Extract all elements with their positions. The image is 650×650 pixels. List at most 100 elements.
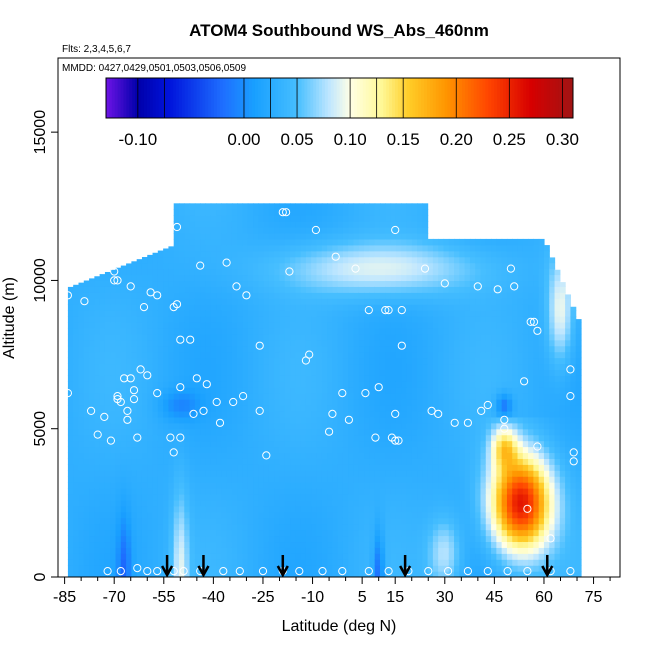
heatmap-cell [179,357,185,365]
heatmap-cell [295,517,302,525]
heatmap-cell [94,404,101,412]
heatmap-cell [379,393,386,400]
heatmap-cell [115,339,122,347]
heatmap-cell [395,452,402,459]
heatmap-cell [506,541,513,548]
heatmap-cell [152,280,159,287]
heatmap-cell [395,511,402,519]
heatmap-cell [432,428,439,436]
heatmap-cell [126,476,132,483]
heatmap-cell [454,488,460,495]
heatmap-cell [417,381,423,388]
heatmap-cell [279,310,286,317]
heatmap-cell [337,547,344,554]
heatmap-cell [374,434,381,442]
heatmap-cell [168,387,175,394]
heatmap-cell [406,404,413,412]
heatmap-cell [226,523,233,531]
heatmap-cell [263,274,270,282]
heatmap-cell [168,488,175,495]
heatmap-cell [491,410,497,418]
heatmap-cell [305,333,312,341]
heatmap-cell [253,440,259,448]
heatmap-cell [480,493,487,501]
heatmap-cell [321,333,328,341]
heatmap-cell [342,416,349,424]
heatmap-cell [152,511,159,519]
heatmap-cell [337,363,344,370]
heatmap-cell [342,565,349,572]
heatmap-cell [358,410,365,418]
heatmap-cell [422,292,429,299]
heatmap-cell [115,316,122,323]
heatmap-cell [358,256,365,264]
heatmap-cell [390,529,397,537]
heatmap-cell [496,404,503,412]
heatmap-cell [131,464,138,471]
heatmap-cell [305,488,312,495]
heatmap-cell [194,321,201,329]
heatmap-cell [247,357,254,365]
heatmap-cell [385,393,392,400]
heatmap-cell [422,339,429,347]
heatmap-cell [147,440,154,448]
heatmap-cell [501,351,508,359]
heatmap-cell [184,410,191,418]
heatmap-cell [67,345,74,353]
heatmap-cell [443,410,450,418]
heatmap-cell [300,482,307,489]
heatmap-cell [464,517,471,525]
heatmap-cell [491,482,497,489]
heatmap-cell [358,422,365,430]
heatmap-cell [438,464,445,471]
heatmap-cell [274,262,281,270]
heatmap-cell [364,523,371,531]
heatmap-cell [168,316,175,323]
heatmap-cell [321,541,328,548]
heatmap-cell [316,209,323,216]
heatmap-cell [247,256,254,264]
heatmap-cell [327,262,333,270]
heatmap-cell [374,363,381,370]
heatmap-cell [342,351,349,359]
heatmap-cell [332,274,339,282]
heatmap-cell [179,363,185,370]
heatmap-cell [131,488,138,495]
heatmap-cell [337,280,344,287]
heatmap-cell [364,517,371,525]
heatmap-cell [348,292,355,299]
heatmap-cell [126,428,132,436]
heatmap-cell [168,404,175,412]
heatmap-cell [226,422,233,430]
heatmap-cell [205,227,212,234]
heatmap-cell [316,505,323,513]
heatmap-cell [126,499,132,507]
heatmap-cell [73,559,80,566]
heatmap-cell [89,304,95,311]
heatmap-cell [305,452,312,459]
heatmap-cell [179,499,185,507]
heatmap-cell [501,256,508,264]
heatmap-cell [189,416,196,424]
heatmap-cell [104,286,111,293]
heatmap-cell [427,393,434,400]
heatmap-cell [337,387,344,394]
heatmap-cell [78,547,85,554]
heatmap-cell [321,529,328,537]
heatmap-cell [179,410,185,418]
heatmap-cell [311,256,318,264]
heatmap-cell [173,268,180,276]
heatmap-cell [369,262,376,270]
heatmap-cell [501,547,508,554]
heatmap-cell [485,482,492,489]
heatmap-cell [231,446,238,454]
heatmap-cell [475,351,482,359]
heatmap-cell [168,559,175,566]
heatmap-cell [221,203,228,210]
heatmap-cell [353,345,360,353]
heatmap-cell [194,381,201,388]
heatmap-cell [305,422,312,430]
heatmap-cell [348,499,355,507]
heatmap-cell [327,227,333,234]
heatmap-cell [163,292,170,299]
